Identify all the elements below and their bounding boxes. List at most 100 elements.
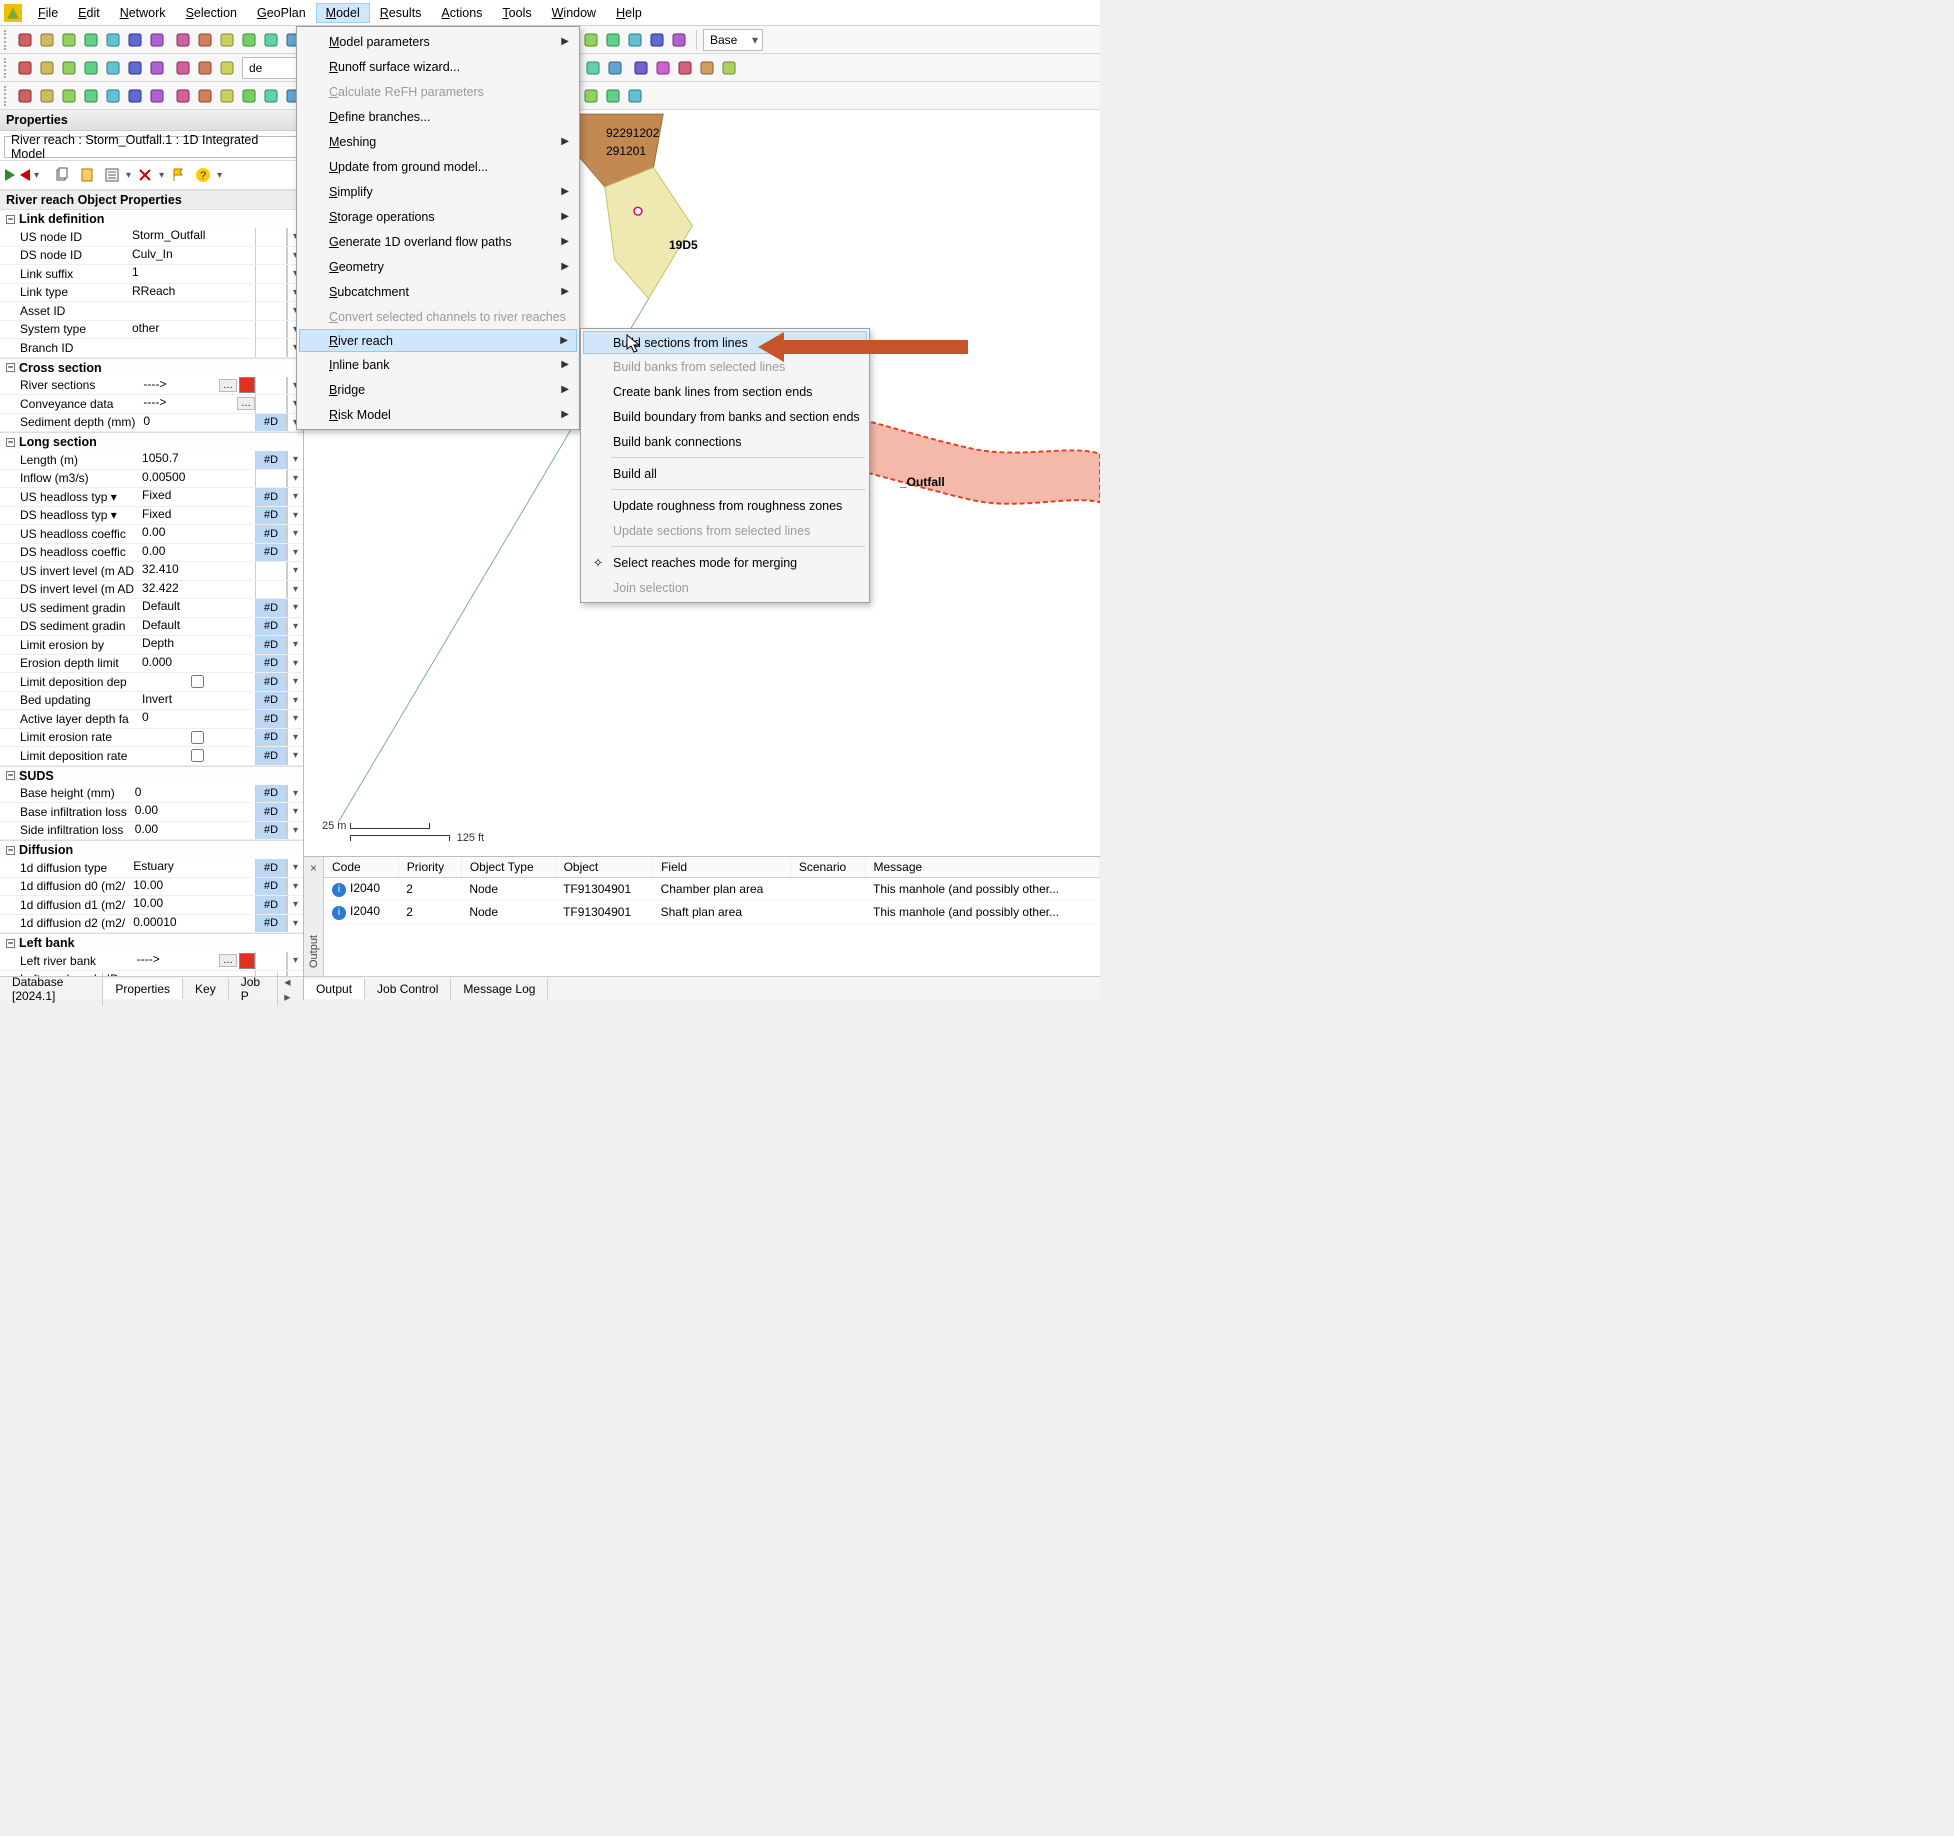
prop-flag[interactable] <box>255 247 287 265</box>
toolbar1-btn-3[interactable] <box>80 29 102 51</box>
menu-geoplan[interactable]: GeoPlan <box>247 3 316 23</box>
toolbar-scenario-combo[interactable]: Base <box>703 29 763 51</box>
prop-value[interactable]: 10.00 <box>129 896 255 913</box>
toolbar1-btn-29[interactable] <box>668 29 690 51</box>
prop-dropdown-button[interactable]: ▾ <box>287 803 303 821</box>
prop-flag[interactable]: #D <box>255 729 287 747</box>
prop-flag[interactable]: #D <box>255 414 287 432</box>
prop-checkbox[interactable] <box>191 749 204 762</box>
prop-flag[interactable]: #D <box>255 822 287 840</box>
toolbar2a-btn-0[interactable] <box>14 57 36 79</box>
prop-flag[interactable]: #D <box>255 785 287 803</box>
output-row[interactable]: iI20402NodeTF91304901Chamber plan areaTh… <box>324 878 1100 901</box>
prop-flag[interactable]: #D <box>255 488 287 506</box>
toolbar2a-btn-4[interactable] <box>102 57 124 79</box>
prop-value[interactable]: Default <box>138 599 255 616</box>
prop-value[interactable]: 0.00 <box>138 525 255 542</box>
prop-value[interactable]: Estuary <box>129 859 255 876</box>
prop-value[interactable]: Fixed <box>138 488 255 505</box>
toolbar3-btn-7[interactable] <box>172 85 194 107</box>
prop-value[interactable]: 0.00 <box>138 544 255 561</box>
prop-dropdown-button[interactable]: ▾ <box>287 747 303 765</box>
output-col-object-type[interactable]: Object Type <box>461 857 555 878</box>
river-reach-menu-item[interactable]: Build all <box>583 461 867 486</box>
prop-dropdown-button[interactable]: ▾ <box>287 692 303 710</box>
toolbar2b-btn-17[interactable] <box>718 57 740 79</box>
prop-flag[interactable]: #D <box>255 636 287 654</box>
prop-flag[interactable] <box>255 470 287 488</box>
model-menu-item[interactable]: Risk Model▶ <box>299 402 577 427</box>
prop-flag[interactable] <box>255 377 287 395</box>
prop-flag[interactable]: #D <box>255 451 287 469</box>
prop-flag[interactable] <box>255 265 287 283</box>
toolbar1-btn-26[interactable] <box>602 29 624 51</box>
prop-flag[interactable]: #D <box>255 507 287 525</box>
prop-value[interactable]: Culv_In <box>128 247 255 264</box>
prop-value[interactable]: Depth <box>138 636 255 653</box>
toolbar2a-btn-7[interactable] <box>172 57 194 79</box>
output-col-priority[interactable]: Priority <box>398 857 461 878</box>
toolbar2a-btn-3[interactable] <box>80 57 102 79</box>
toolbar1-btn-10[interactable] <box>238 29 260 51</box>
prop-value[interactable]: 0 <box>138 710 255 727</box>
prop-flag[interactable] <box>255 321 287 339</box>
model-menu-item[interactable]: River reach▶ <box>299 329 577 352</box>
model-menu-item[interactable]: Meshing▶ <box>299 129 577 154</box>
prop-checkbox[interactable] <box>191 731 204 744</box>
prop-dropdown-button[interactable]: ▾ <box>287 785 303 803</box>
mini-flag-icon[interactable] <box>167 164 189 186</box>
left-tab-2[interactable]: Key <box>183 979 229 999</box>
toolbar2a-btn-2[interactable] <box>58 57 80 79</box>
prop-dropdown-button[interactable]: ▾ <box>287 729 303 747</box>
next-object-button[interactable] <box>20 169 30 181</box>
prop-flag[interactable] <box>255 339 287 357</box>
toolbar3-btn-5[interactable] <box>124 85 146 107</box>
toolbar1-btn-27[interactable] <box>624 29 646 51</box>
prop-value[interactable]: 0.00 <box>131 822 255 839</box>
prop-value[interactable]: 0.00 <box>131 803 255 820</box>
prop-value[interactable]: ----> <box>139 395 237 412</box>
prop-ellipsis-button[interactable]: … <box>219 954 237 967</box>
menu-actions[interactable]: Actions <box>431 3 492 23</box>
prop-flag[interactable]: #D <box>255 618 287 636</box>
prop-value[interactable]: 1 <box>128 265 255 282</box>
left-tab-0[interactable]: Database [2024.1] <box>0 972 103 1006</box>
prop-value[interactable]: other <box>128 321 255 338</box>
toolbar1-btn-9[interactable] <box>216 29 238 51</box>
toolbar1-btn-11[interactable] <box>260 29 282 51</box>
prop-value[interactable]: Fixed <box>138 507 255 524</box>
prop-value[interactable]: 32.410 <box>138 562 255 579</box>
prop-flag[interactable] <box>255 284 287 302</box>
menu-tools[interactable]: Tools <box>492 3 541 23</box>
toolbar2a-btn-8[interactable] <box>194 57 216 79</box>
prop-flag[interactable]: #D <box>255 692 287 710</box>
prop-dropdown-button[interactable]: ▾ <box>287 470 303 488</box>
model-menu-item[interactable]: Model parameters▶ <box>299 29 577 54</box>
output-row[interactable]: iI20402NodeTF91304901Shaft plan areaThis… <box>324 901 1100 924</box>
prop-flag[interactable]: #D <box>255 710 287 728</box>
section-suds[interactable]: −SUDS <box>0 766 303 785</box>
mini-copy-icon[interactable] <box>51 164 73 186</box>
menu-window[interactable]: Window <box>542 3 606 23</box>
prop-dropdown-button[interactable]: ▾ <box>287 878 303 896</box>
toolbar1-btn-28[interactable] <box>646 29 668 51</box>
prop-dropdown-button[interactable]: ▾ <box>287 952 303 970</box>
prop-dropdown-button[interactable]: ▾ <box>287 488 303 506</box>
output-col-field[interactable]: Field <box>653 857 791 878</box>
right-tab-1[interactable]: Job Control <box>365 979 451 999</box>
prop-flag[interactable]: #D <box>255 673 287 691</box>
prop-value[interactable]: ----> <box>139 377 219 394</box>
toolbar3-btn-10[interactable] <box>238 85 260 107</box>
output-col-message[interactable]: Message <box>865 857 1100 878</box>
prop-flag[interactable]: #D <box>255 878 287 896</box>
model-menu-item[interactable]: Storage operations▶ <box>299 204 577 229</box>
mini-help-icon[interactable]: ? <box>192 164 214 186</box>
prop-flag[interactable]: #D <box>255 859 287 877</box>
prop-dropdown-button[interactable]: ▾ <box>287 618 303 636</box>
prop-flag[interactable]: #D <box>255 803 287 821</box>
river-reach-menu-item[interactable]: ✧Select reaches mode for merging <box>583 550 867 575</box>
prop-dropdown-button[interactable]: ▾ <box>287 451 303 469</box>
section-diffusion[interactable]: −Diffusion <box>0 840 303 859</box>
toolbar2b-btn-13[interactable] <box>630 57 652 79</box>
toolbar2a-btn-1[interactable] <box>36 57 58 79</box>
